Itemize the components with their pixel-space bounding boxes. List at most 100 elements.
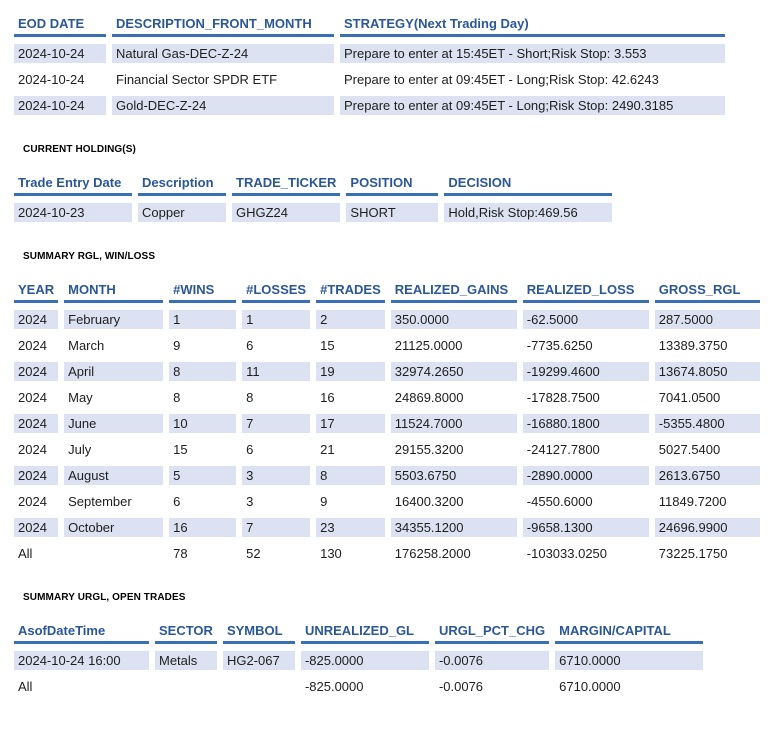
table-cell: 2024 <box>14 518 59 537</box>
table-cell: 6 <box>173 494 181 509</box>
table-cell: February <box>64 310 164 329</box>
table-cell: 5 <box>169 466 237 485</box>
summary-urgl-header-row: AsofDateTime SECTOR SYMBOL UNREALIZED_GL… <box>14 622 704 644</box>
current-holdings-table: Trade Entry Date Description TRADE_TICKE… <box>8 167 618 229</box>
column-header-position: POSITION <box>346 174 439 196</box>
table-cell: 7 <box>242 518 311 537</box>
table-cell: 32974.2650 <box>390 362 517 381</box>
table-cell: 11524.7000 <box>390 414 517 433</box>
column-header-trade-entry-date: Trade Entry Date <box>14 174 132 196</box>
table-cell: 2024-10-24 <box>14 96 106 115</box>
table-row: 2024 August 5 3 8 5503.6750 -2890.0000 2… <box>14 466 760 485</box>
table-cell: 11849.7200 <box>658 494 727 509</box>
table-row-total: All -825.0000 -0.0076 6710.0000 <box>14 677 703 696</box>
column-header-eod-date: EOD DATE <box>14 15 106 37</box>
table-row: 2024-10-23 Copper GHGZ24 SHORT Hold,Risk… <box>14 203 613 222</box>
column-header-margin-capital: MARGIN/CAPITAL <box>555 622 704 644</box>
table-cell: 1 <box>242 310 311 329</box>
column-header-urgl-pct-chg: URGL_PCT_CHG <box>434 622 550 644</box>
table-cell: Prepare to enter at 15:45ET - Short;Risk… <box>340 44 725 63</box>
table-cell: 5027.5400 <box>658 442 721 457</box>
table-cell: 6 <box>246 338 254 353</box>
summary-rgl-header-row: YEAR MONTH #WINS #LOSSES #TRADES REALIZE… <box>14 281 760 303</box>
table-row: 2024 June 10 7 17 11524.7000 -16880.1800… <box>14 414 760 433</box>
table-cell: Prepare to enter at 09:45ET - Long;Risk … <box>340 96 725 115</box>
table-row-total: All 78 52 130 176258.2000 -103033.0250 7… <box>14 544 760 563</box>
table-cell: 2024-10-24 <box>14 44 106 63</box>
table-cell <box>64 544 163 563</box>
table-cell: -17828.7500 <box>526 390 600 405</box>
table-row: 2024 September 6 3 9 16400.3200 -4550.60… <box>14 492 760 511</box>
column-header-unrealized-gl: UNREALIZED_GL <box>300 622 429 644</box>
table-cell: 10 <box>169 414 237 433</box>
column-header-trades: #TRADES <box>316 281 385 303</box>
table-cell: 5503.6750 <box>390 466 517 485</box>
table-cell: 34355.1200 <box>390 518 517 537</box>
column-header-decision: DECISION <box>444 174 613 196</box>
table-cell: All <box>18 679 33 694</box>
table-cell: -5355.4800 <box>654 414 760 433</box>
table-cell: 2024 <box>18 494 47 509</box>
table-cell: -825.0000 <box>304 679 364 694</box>
table-cell: 9 <box>173 338 181 353</box>
table-cell: -0.0076 <box>434 651 550 670</box>
table-cell: 2024-10-23 <box>14 203 132 222</box>
table-cell: 24696.9900 <box>654 518 760 537</box>
table-row: 2024 October 16 7 23 34355.1200 -9658.13… <box>14 518 760 537</box>
table-cell: Gold-DEC-Z-24 <box>112 96 334 115</box>
column-header-trade-ticker: TRADE_TICKER <box>232 174 341 196</box>
table-cell: 8 <box>169 362 237 381</box>
column-header-losses: #LOSSES <box>242 281 311 303</box>
table-cell: 2024-10-24 <box>18 72 85 87</box>
table-cell: 2024 <box>18 338 47 353</box>
table-cell: 350.0000 <box>390 310 517 329</box>
table-row: 2024 May 8 8 16 24869.8000 -17828.7500 7… <box>14 388 760 407</box>
table-cell: -19299.4600 <box>522 362 649 381</box>
summary-urgl-table: AsofDateTime SECTOR SYMBOL UNREALIZED_GL… <box>8 615 709 703</box>
table-cell: 9 <box>320 494 328 509</box>
table-cell <box>155 677 217 696</box>
table-cell: 24869.8000 <box>394 390 464 405</box>
table-cell: -825.0000 <box>300 651 429 670</box>
table-row: 2024-10-24 Gold-DEC-Z-24 Prepare to ente… <box>14 96 725 115</box>
table-cell: 8 <box>173 390 181 405</box>
table-cell: 7 <box>242 414 311 433</box>
table-cell: 2024-10-24 16:00 <box>14 651 149 670</box>
column-header-description-front-month: DESCRIPTION_FRONT_MONTH <box>112 15 334 37</box>
table-cell: Copper <box>138 203 226 222</box>
section-label-current-holdings: CURRENT HOLDING(S) <box>23 144 136 155</box>
table-cell: 3 <box>246 494 254 509</box>
table-cell: 2 <box>316 310 385 329</box>
table-cell: -2890.0000 <box>522 466 649 485</box>
table-cell: 6710.0000 <box>559 679 621 694</box>
table-cell: 2024 <box>14 362 59 381</box>
table-cell: -103033.0250 <box>526 546 608 561</box>
table-cell: 21125.0000 <box>394 338 463 353</box>
column-header-wins: #WINS <box>169 281 237 303</box>
table-cell: 21 <box>320 442 335 457</box>
column-header-realized-gains: REALIZED_GAINS <box>390 281 517 303</box>
table-cell: 6 <box>246 442 254 457</box>
column-header-year: YEAR <box>14 281 59 303</box>
table-cell: Metals <box>155 651 217 670</box>
table-row: 2024-10-24 Natural Gas-DEC-Z-24 Prepare … <box>14 44 725 63</box>
table-cell: -16880.1800 <box>522 414 649 433</box>
table-cell: 6710.0000 <box>555 651 704 670</box>
table-row: 2024-10-24 16:00 Metals HG2-067 -825.000… <box>14 651 704 670</box>
column-header-strategy: STRATEGY(Next Trading Day) <box>340 15 725 37</box>
table-cell <box>223 677 295 696</box>
table-cell: HG2-067 <box>222 651 295 670</box>
table-cell: 2024 <box>18 390 47 405</box>
table-cell: 19 <box>316 362 385 381</box>
table-cell: 15 <box>320 338 335 353</box>
table-cell: 2024 <box>14 466 59 485</box>
table-cell: 7041.0500 <box>658 390 721 405</box>
column-header-month: MONTH <box>64 281 164 303</box>
table-cell: March <box>68 338 105 353</box>
table-cell: 2024 <box>14 414 59 433</box>
table-row: 2024 July 15 6 21 29155.3200 -24127.7800… <box>14 440 760 459</box>
table-cell: 17 <box>316 414 385 433</box>
table-cell: SHORT <box>346 203 439 222</box>
table-row: 2024 April 8 11 19 32974.2650 -19299.460… <box>14 362 760 381</box>
table-row: 2024 March 9 6 15 21125.0000 -7735.6250 … <box>14 336 760 355</box>
